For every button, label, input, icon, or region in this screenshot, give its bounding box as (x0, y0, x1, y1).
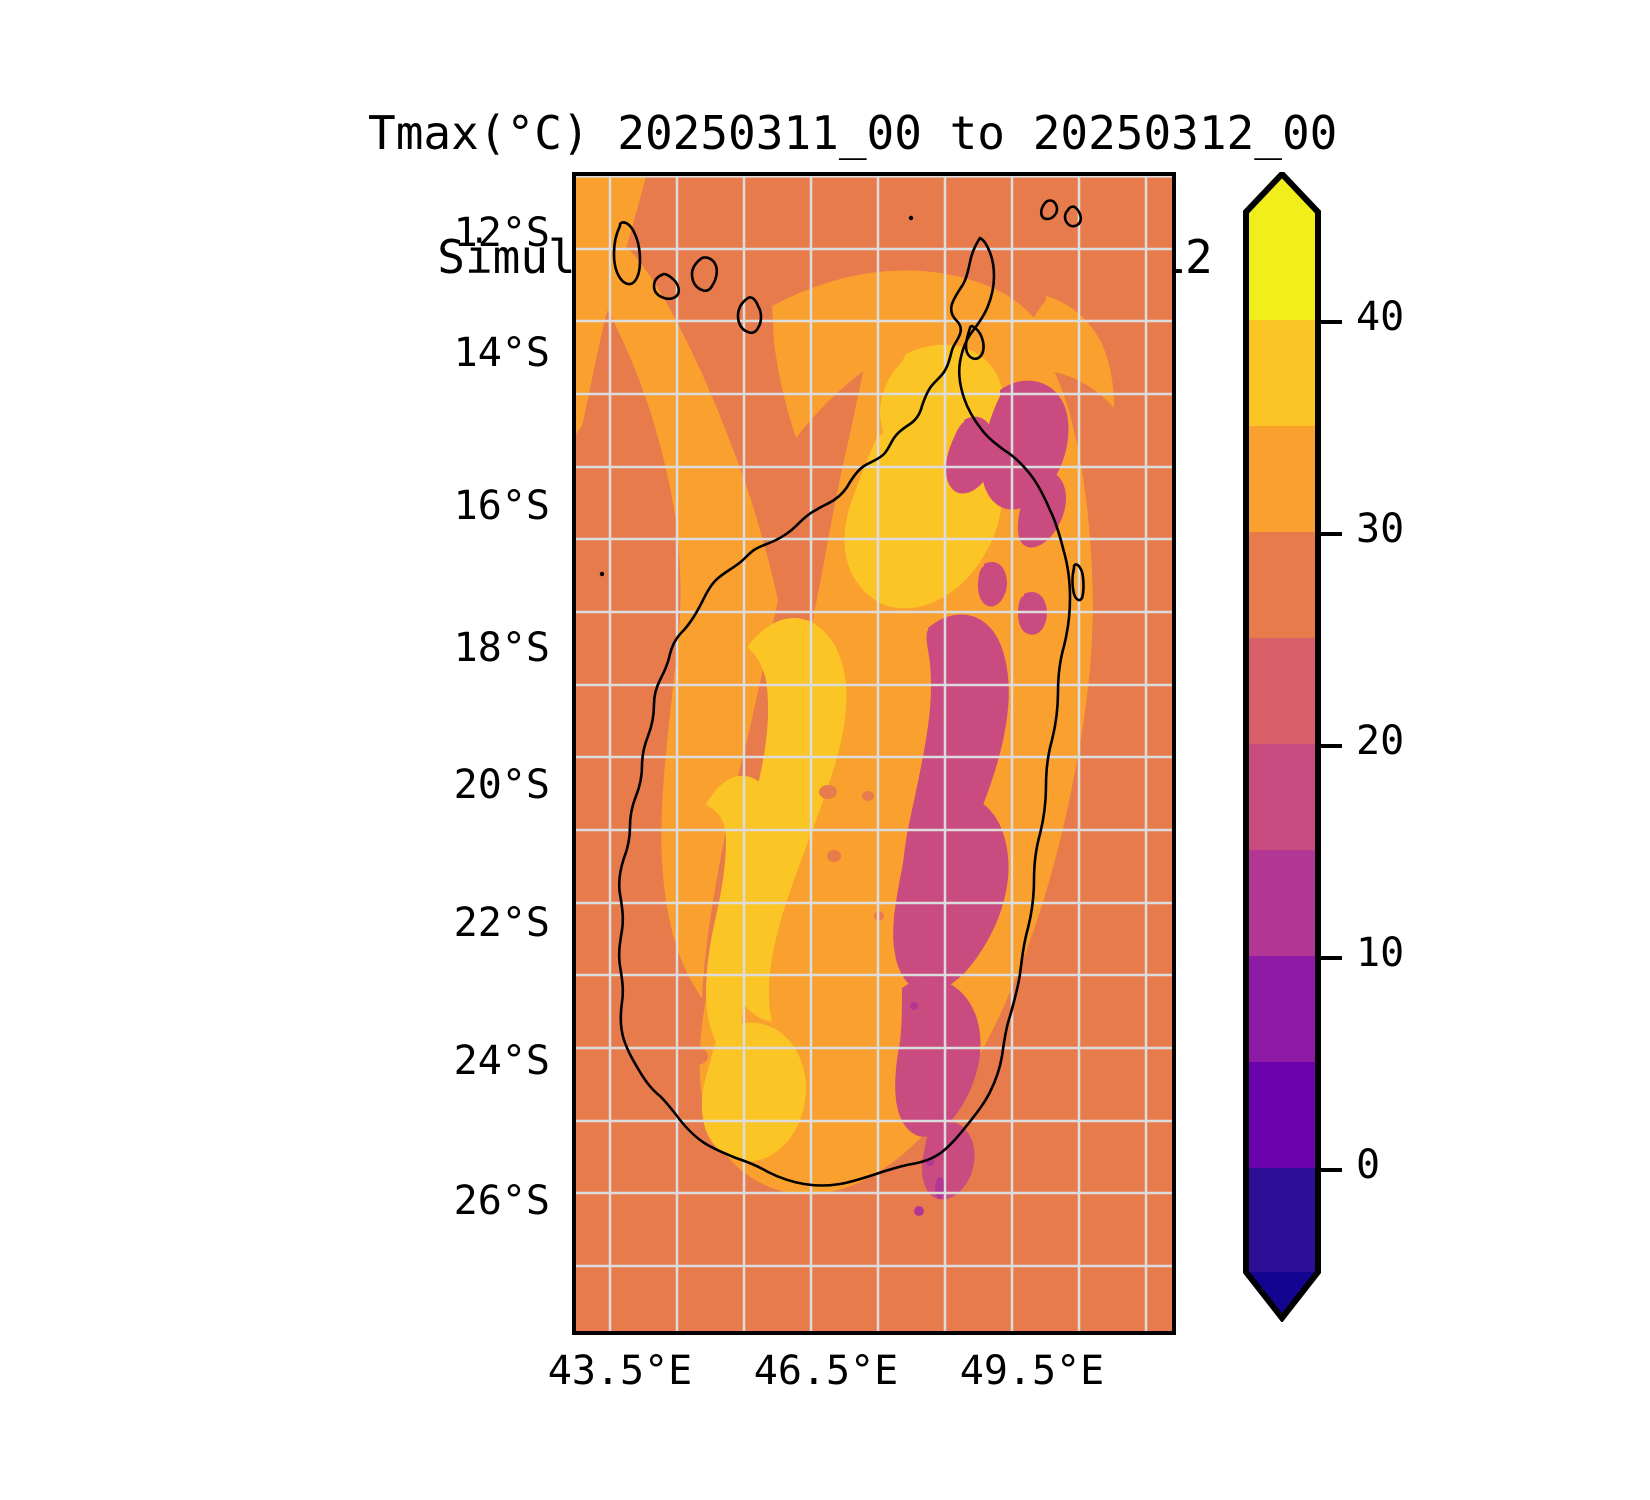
colorbar-tickmark-0 (1318, 1168, 1342, 1172)
ne-islet-1 (1039, 199, 1059, 221)
colorbar-tickmark-40 (1318, 320, 1342, 324)
colorbar-bands (1246, 174, 1318, 1318)
comoros-anjouan (690, 256, 719, 293)
comoros-grande-comore (612, 221, 642, 286)
ytick-label-26s: 26°S (453, 1178, 550, 1224)
colorbar-tickmark-10 (1318, 956, 1342, 960)
nosy-be-islet (964, 324, 985, 361)
sainte-marie-island (1071, 563, 1085, 602)
ytick-label-14s: 14°S (453, 330, 550, 376)
title-line-1: Tmax(°C) 20250311_00 to 20250312_00 (368, 106, 1338, 160)
map-gridlines (576, 176, 1172, 1331)
xtick-label-495e: 49.5°E (959, 1348, 1105, 1394)
map-stray-points (599, 215, 914, 577)
colorbar: 40 30 20 10 0 (1236, 172, 1466, 1322)
colorbar-svg (1243, 172, 1321, 1322)
band-35-40 (701, 344, 1004, 1162)
colorbar-over-arrow (1246, 174, 1318, 212)
map-plot-area (572, 172, 1176, 1335)
colorbar-label-10: 10 (1356, 930, 1405, 976)
colorbar-outline (1243, 172, 1321, 1322)
ytick-label-16s: 16°S (453, 483, 550, 529)
colorbar-label-40: 40 (1356, 294, 1405, 340)
colorbar-label-0: 0 (1356, 1142, 1381, 1188)
mayotte-island (736, 296, 763, 335)
comoros-moheli (652, 272, 681, 301)
coastline-outlines (612, 199, 1085, 1187)
colorbar-label-20: 20 (1356, 718, 1405, 764)
temperature-contour-map (576, 176, 1172, 1331)
ytick-label-20s: 20°S (453, 762, 550, 808)
colorbar-tickmark-20 (1318, 744, 1342, 748)
colorbar-label-30: 30 (1356, 506, 1405, 552)
xtick-label-435e: 43.5°E (547, 1348, 693, 1394)
ytick-label-12s: 12°S (453, 210, 550, 256)
colorbar-under-arrow (1246, 1272, 1318, 1318)
ytick-label-22s: 22°S (453, 900, 550, 946)
band-20-25 (893, 380, 1069, 1200)
ytick-label-18s: 18°S (453, 625, 550, 671)
ytick-label-24s: 24°S (453, 1038, 550, 1084)
ne-islet-2 (1063, 205, 1083, 228)
xtick-label-465e: 46.5°E (753, 1348, 899, 1394)
madagascar-coastline (617, 236, 1072, 1187)
colorbar-tickmark-30 (1318, 532, 1342, 536)
